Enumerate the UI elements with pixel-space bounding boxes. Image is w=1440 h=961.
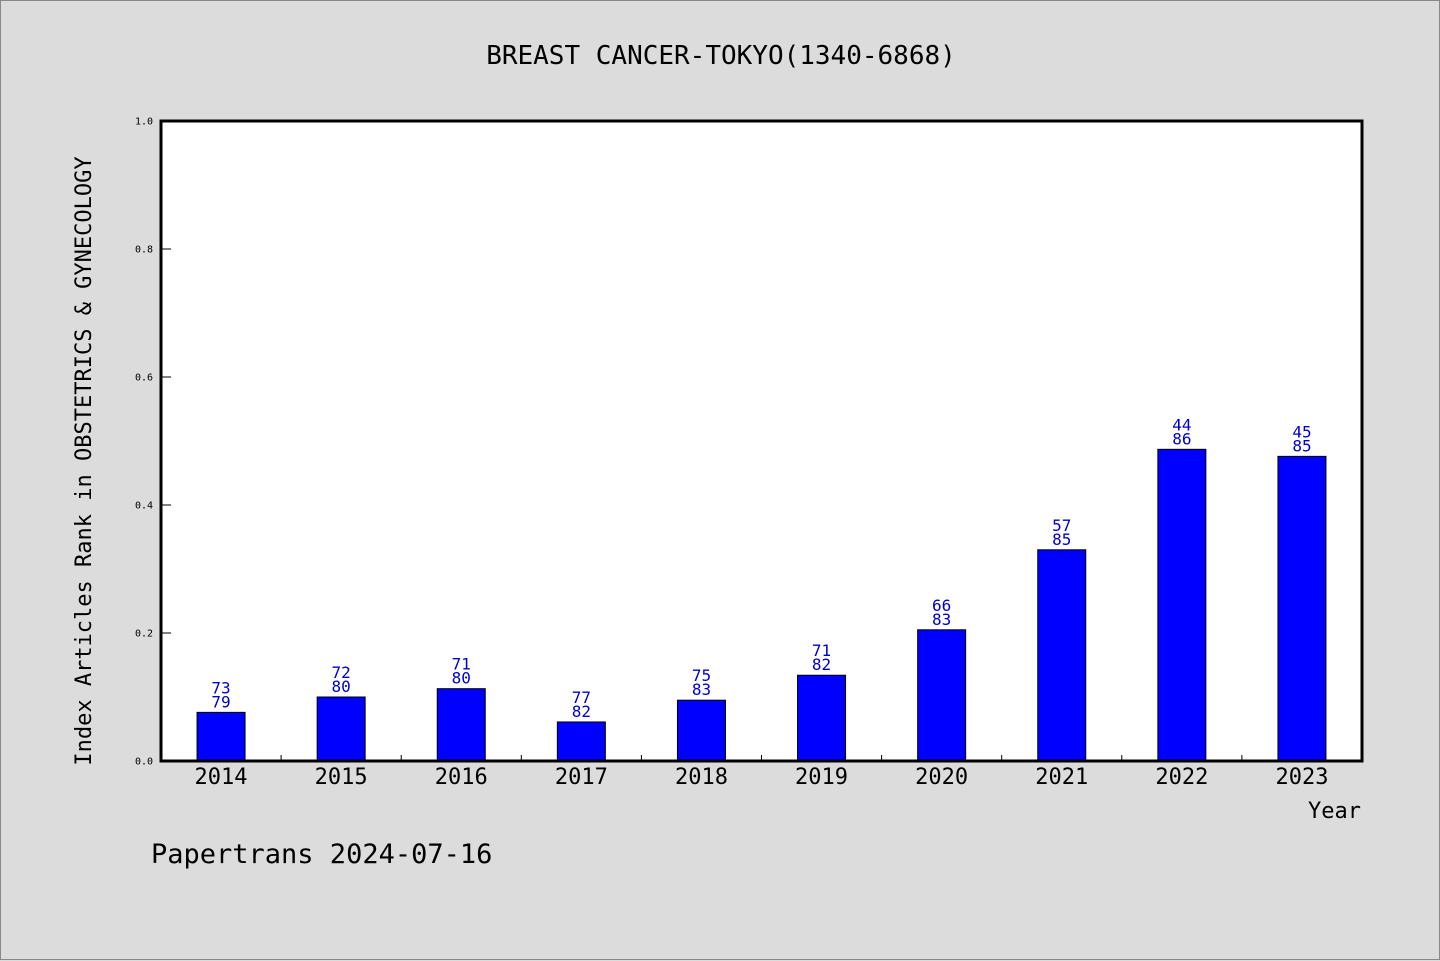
x-tick-label: 2019 — [795, 765, 848, 790]
bar-label-top: 77 — [572, 688, 591, 707]
bar-label-bottom: 82 — [812, 655, 831, 674]
x-tick-label: 2018 — [675, 765, 728, 790]
bar-label-bottom: 85 — [1292, 436, 1311, 455]
x-tick-label: 2015 — [315, 765, 368, 790]
bar-label-bottom: 86 — [1172, 429, 1191, 448]
y-tick-label: 0.2 — [135, 629, 153, 640]
x-tick-label: 2022 — [1155, 765, 1208, 790]
y-tick-label: 0.6 — [135, 373, 153, 384]
bar-label-top: 45 — [1292, 422, 1311, 441]
bars-group — [196, 448, 1327, 762]
x-axis-ticks: 2014 2015 2016 2017 2018 2019 2020 2021 2022 2023 — [195, 755, 1328, 790]
plot-border — [159, 119, 1364, 763]
bar-2015 — [316, 696, 366, 762]
y-tick-label: 0.8 — [135, 245, 153, 256]
y-tick-label: 0.4 — [135, 501, 153, 512]
x-tick-label: 2014 — [195, 765, 248, 790]
bar-2019 — [797, 674, 847, 762]
bar-label-bottom: 80 — [332, 677, 351, 696]
bar-label-bottom: 80 — [452, 669, 471, 688]
x-tick-label: 2020 — [915, 765, 968, 790]
y-axis-label: Index Articles Rank in OBSTETRICS & GYNE… — [72, 156, 97, 765]
bar-2023 — [1277, 455, 1327, 762]
x-tick-label: 2016 — [435, 765, 488, 790]
x-tick-label: 2023 — [1275, 765, 1328, 790]
bar-label-top: 71 — [812, 641, 831, 660]
bar-2014 — [196, 711, 246, 762]
bar-label-bottom: 79 — [211, 692, 230, 711]
bar-label-bottom: 83 — [932, 610, 951, 629]
x-tick-label: 2017 — [555, 765, 608, 790]
chart-title: BREAST CANCER-TOKYO(1340-6868) — [486, 41, 956, 71]
bar-label-top: 73 — [211, 678, 230, 697]
bar-2020 — [917, 629, 967, 762]
x-tick-label: 2021 — [1035, 765, 1088, 790]
x-axis-label: Year — [1308, 799, 1361, 824]
y-tick-label: 1.0 — [135, 117, 153, 128]
bar-label-bottom: 82 — [572, 702, 591, 721]
bar-2017 — [556, 721, 606, 762]
bar-label-top: 72 — [332, 663, 351, 682]
bar-label-bottom: 85 — [1052, 530, 1071, 549]
bar-label-top: 44 — [1172, 415, 1191, 434]
bar-label-top: 66 — [932, 596, 951, 615]
bar-2016 — [436, 688, 486, 762]
bar-label-top: 75 — [692, 666, 711, 685]
bar-2018 — [676, 699, 726, 762]
bar-label-bottom: 83 — [692, 680, 711, 699]
bar-2021 — [1037, 549, 1087, 762]
bar-2022 — [1157, 448, 1207, 762]
bar-label-top: 71 — [452, 655, 471, 674]
y-tick-label: 0.0 — [135, 757, 153, 768]
footer-credit: Papertrans 2024-07-16 — [151, 839, 492, 870]
bar-label-top: 57 — [1052, 516, 1071, 535]
